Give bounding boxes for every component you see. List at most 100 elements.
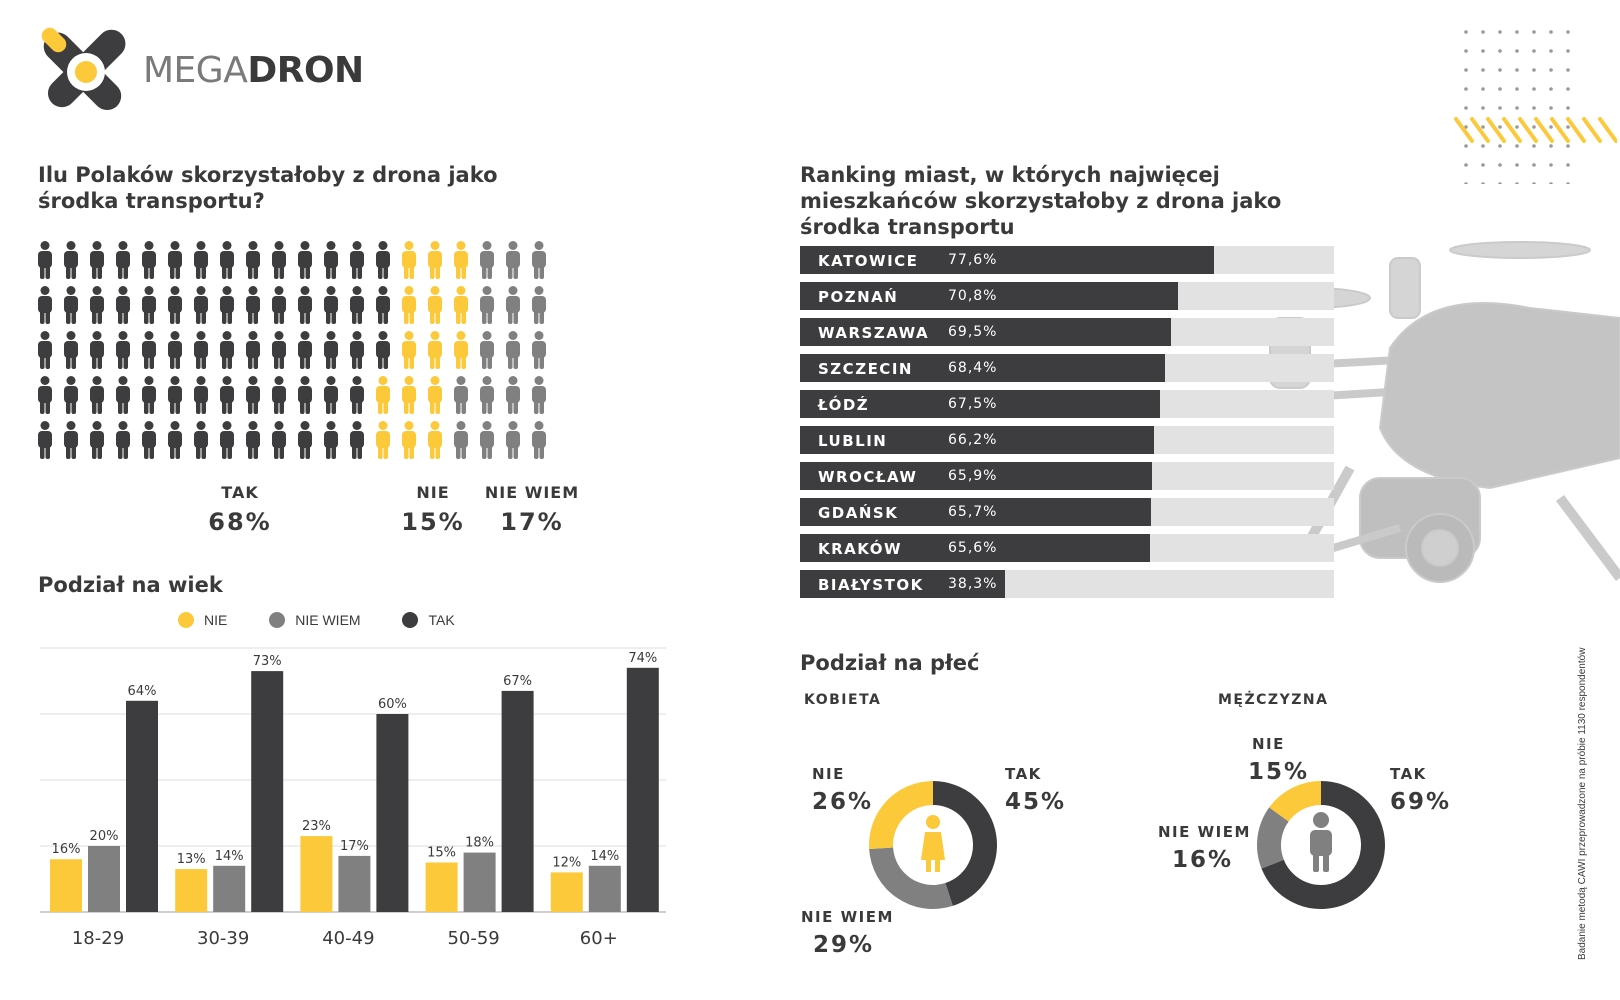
person-icon-tak xyxy=(272,241,286,279)
person-icon-tak xyxy=(38,331,52,369)
ranking-value: 65,7% xyxy=(948,504,998,520)
ranking-value: 38,3% xyxy=(948,576,998,592)
person-icon-nie-wiem xyxy=(532,331,546,369)
person-icon-tak xyxy=(272,421,286,459)
decor-stripe xyxy=(1598,117,1617,143)
bar-nie-wiem xyxy=(88,846,120,912)
person-icon-tak xyxy=(246,331,260,369)
bar-nie xyxy=(50,859,82,912)
person-icon-nie-wiem xyxy=(506,241,520,279)
answer-nie: NIE 15% xyxy=(398,483,468,536)
person-icon-nie-wiem xyxy=(480,421,494,459)
decor-dot xyxy=(1532,87,1536,91)
mezczyzna-nie-label: NIE xyxy=(1252,735,1285,753)
decor-dot xyxy=(1549,68,1553,72)
decor-dot xyxy=(1549,49,1553,53)
person-icon-tak xyxy=(324,421,338,459)
mezczyzna-nie-wiem-label: NIE WIEM xyxy=(1158,823,1251,841)
ranking-city: ŁÓDŹ xyxy=(818,396,870,414)
answer-nie-value: 15% xyxy=(401,508,465,536)
ranking-row: LUBLIN 66,2% xyxy=(800,426,1334,454)
ranking-row: SZCZECIN 68,4% xyxy=(800,354,1334,382)
decor-dot xyxy=(1464,163,1468,167)
person-icon-nie xyxy=(454,331,468,369)
decor-dot xyxy=(1464,87,1468,91)
ranking-list: KATOWICE 77,6% POZNAŃ 70,8% WARSZAWA 69,5% SZC… xyxy=(800,246,1334,606)
decor-dot xyxy=(1549,106,1553,110)
bar-value-label: 20% xyxy=(90,829,119,844)
decor-dot xyxy=(1498,30,1502,34)
person-icon-tak xyxy=(90,241,104,279)
person-icon-tak xyxy=(168,421,182,459)
age-category-label: 40-49 xyxy=(322,928,374,949)
decor-dot xyxy=(1515,87,1519,91)
person-icon-tak xyxy=(246,376,260,414)
bar-tak xyxy=(376,714,409,912)
bar-value-label: 74% xyxy=(628,651,657,666)
mezczyzna-nie: NIE 15% xyxy=(1248,735,1309,785)
person-icon-tak xyxy=(350,331,364,369)
person-icon-nie xyxy=(454,241,468,279)
person-icon-tak xyxy=(64,421,78,459)
ranking-value: 65,9% xyxy=(948,468,998,484)
ranking-city: POZNAŃ xyxy=(818,288,899,306)
decor-dot xyxy=(1481,68,1485,72)
person-icon-nie-wiem xyxy=(480,331,494,369)
person-icon-tak xyxy=(272,331,286,369)
decor-dot xyxy=(1549,125,1553,129)
bar-nie xyxy=(550,872,583,912)
ranking-city: WROCŁAW xyxy=(818,468,918,486)
bar-tak xyxy=(126,700,158,912)
person-icon-tak xyxy=(246,286,260,324)
donut-slice-tak xyxy=(1261,781,1385,909)
legend-label-tak: TAK xyxy=(428,612,455,628)
mezczyzna-nie-value: 15% xyxy=(1248,759,1310,785)
person-icon-tak xyxy=(350,376,364,414)
person-icon-nie xyxy=(428,376,442,414)
mezczyzna-tak-label: TAK xyxy=(1390,765,1427,783)
person-icon-nie-wiem xyxy=(480,376,494,414)
decor-dot xyxy=(1549,87,1553,91)
bar-value-label: 16% xyxy=(52,842,81,857)
decor-dot xyxy=(1549,144,1553,148)
decorative-dot-grid xyxy=(1464,30,1570,184)
decor-dot xyxy=(1498,87,1502,91)
person-icon-tak xyxy=(324,376,338,414)
decor-dot xyxy=(1515,125,1519,129)
decor-dot xyxy=(1532,68,1536,72)
person-icon-tak xyxy=(38,286,52,324)
decor-dot xyxy=(1515,144,1519,148)
decor-dot xyxy=(1481,30,1485,34)
person-icon-tak xyxy=(298,241,312,279)
age-category-label: 18-29 xyxy=(72,928,124,949)
ranking-bar xyxy=(800,246,1215,274)
bar-nie-wiem xyxy=(338,855,371,912)
ranking-city: KATOWICE xyxy=(818,252,919,270)
ranking-city: WARSZAWA xyxy=(818,324,930,342)
bar-value-label: 64% xyxy=(128,684,157,699)
person-icon-tak xyxy=(38,421,52,459)
decorative-stripes xyxy=(1454,117,1617,143)
decor-stripe xyxy=(1470,117,1490,143)
legend-dot-tak xyxy=(402,612,419,628)
person-icon-tak xyxy=(220,241,234,279)
ranking-row: KATOWICE 77,6% xyxy=(800,246,1334,274)
decor-dot xyxy=(1549,30,1553,34)
person-icon-tak xyxy=(220,286,234,324)
ranking-row: GDAŃSK 65,7% xyxy=(800,498,1334,526)
ranking-value: 65,6% xyxy=(948,540,998,556)
decor-dot xyxy=(1498,144,1502,148)
person-icon-tak xyxy=(38,241,52,279)
decor-dot xyxy=(1515,163,1519,167)
person-icon-tak xyxy=(350,241,364,279)
decor-dot xyxy=(1498,49,1502,53)
decor-dot xyxy=(1566,182,1570,184)
decor-dot xyxy=(1566,49,1570,53)
person-icon-tak xyxy=(168,286,182,324)
person-icon-tak xyxy=(194,286,208,324)
ranking-row: KRAKÓW 65,6% xyxy=(800,534,1334,562)
person-icon-tak xyxy=(168,241,182,279)
person-icon-nie-wiem xyxy=(454,421,468,459)
answer-nie-wiem-label: NIE WIEM xyxy=(484,483,580,502)
mezczyzna-title: MĘŻCZYZNA xyxy=(1218,692,1329,708)
